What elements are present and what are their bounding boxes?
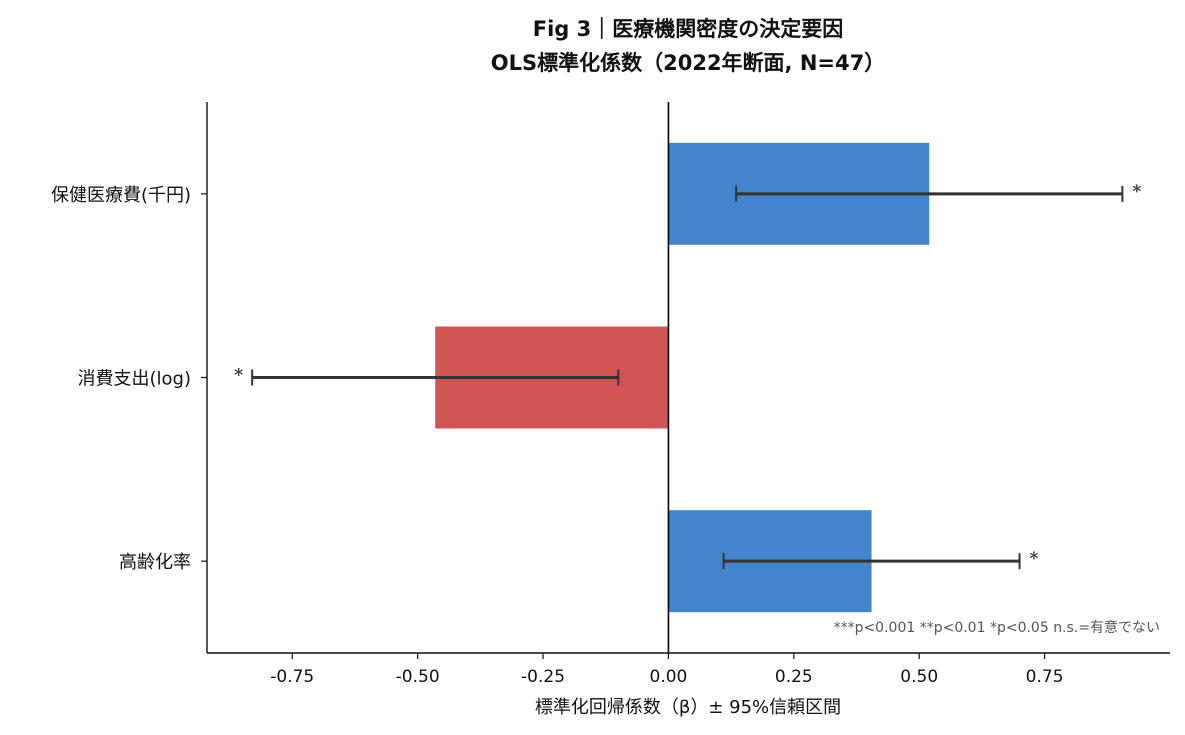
x-tick-label-4: 0.25 <box>775 667 813 687</box>
x-axis-label: 標準化回帰係数（β）± 95%信頼区間 <box>535 697 841 718</box>
category-label-0: 保健医療費(千円) <box>51 185 191 206</box>
significance-note: ***p<0.001 **p<0.01 *p<0.05 n.s.=有意でない <box>834 619 1160 636</box>
x-tick-label-0: -0.75 <box>270 667 314 687</box>
x-tick-label-3: 0.00 <box>650 667 688 687</box>
x-tick-label-1: -0.50 <box>396 667 440 687</box>
significance-label-1: * <box>234 366 243 386</box>
significance-label-2: * <box>1030 549 1039 569</box>
category-label-2: 高齢化率 <box>119 552 191 573</box>
chart-title-line1: Fig 3｜医療機関密度の決定要因 <box>533 17 844 41</box>
plot-area: * 保健医療費(千円) * 消費支出(log) * 高齢化率 -0.75 -0.50 -0.25… <box>51 102 1170 687</box>
x-tick-label-5: 0.50 <box>900 667 938 687</box>
significance-label-0: * <box>1132 182 1141 202</box>
category-label-1: 消費支出(log) <box>78 369 191 390</box>
x-tick-label-6: 0.75 <box>1026 667 1064 687</box>
chart-title-line2: OLS標準化係数（2022年断面, N=47） <box>491 51 886 75</box>
x-tick-label-2: -0.25 <box>521 667 565 687</box>
